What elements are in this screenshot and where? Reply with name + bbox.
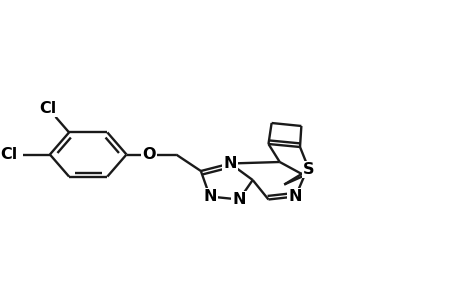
- Text: Cl: Cl: [0, 147, 17, 162]
- Text: Cl: Cl: [39, 101, 57, 116]
- Text: N: N: [232, 192, 246, 207]
- Text: O: O: [142, 147, 156, 162]
- Text: N: N: [203, 189, 216, 204]
- Text: N: N: [223, 156, 236, 171]
- Text: S: S: [302, 162, 314, 177]
- Text: N: N: [288, 189, 302, 204]
